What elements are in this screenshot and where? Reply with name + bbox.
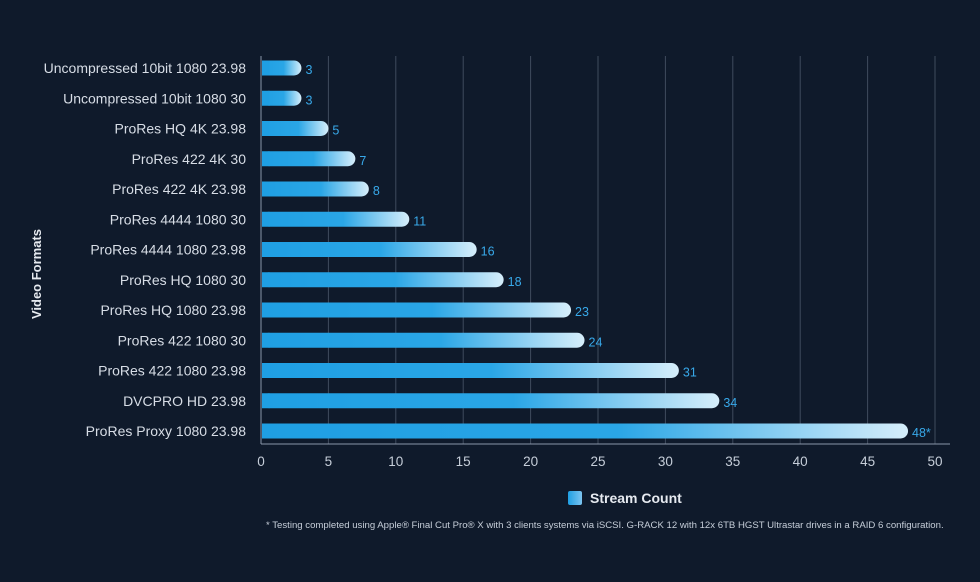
value-label: 24 — [589, 335, 603, 349]
y-axis-label: Video Formats — [29, 229, 44, 319]
bar — [262, 242, 477, 257]
value-label: 31 — [683, 366, 697, 380]
legend-swatch — [568, 491, 582, 505]
x-tick-labels: 0 5 10 15 20 25 30 35 40 45 50 — [257, 454, 942, 469]
bar — [262, 121, 329, 136]
bar-base — [262, 272, 270, 288]
x-tick-label: 45 — [860, 454, 875, 469]
category-label: ProRes 422 4K 30 — [132, 151, 247, 167]
x-tick-label: 30 — [658, 454, 673, 469]
bars — [262, 60, 909, 439]
value-label: 48* — [912, 426, 931, 440]
x-tick-label: 25 — [590, 454, 605, 469]
bar — [262, 423, 909, 439]
gridlines — [260, 56, 950, 445]
category-label: Uncompressed 10bit 1080 23.98 — [44, 60, 247, 76]
bar — [262, 363, 679, 378]
x-tick-label: 40 — [793, 454, 808, 469]
value-label: 8 — [373, 184, 380, 198]
value-label: 3 — [305, 93, 312, 107]
bar — [262, 272, 504, 288]
x-tick-label: 0 — [257, 454, 265, 469]
bar-base — [262, 393, 270, 409]
value-label: 34 — [723, 396, 737, 410]
bar — [262, 90, 302, 106]
footnote: * Testing completed using Apple® Final C… — [266, 520, 944, 531]
category-label: ProRes 4444 1080 23.98 — [90, 242, 246, 258]
bar-base — [262, 151, 270, 167]
category-label: DVCPRO HD 23.98 — [123, 393, 246, 409]
bar — [262, 302, 572, 318]
bar — [262, 181, 369, 197]
value-label: 23 — [575, 305, 589, 319]
legend: Stream Count — [568, 490, 682, 506]
bar-base — [262, 363, 270, 378]
value-label: 16 — [481, 245, 495, 259]
bar — [262, 60, 302, 76]
category-label: Uncompressed 10bit 1080 30 — [63, 90, 246, 106]
category-label: ProRes HQ 1080 30 — [120, 272, 246, 288]
bar-base — [262, 181, 270, 197]
bar — [262, 151, 356, 167]
value-label: 3 — [305, 63, 312, 77]
category-labels: Uncompressed 10bit 1080 23.98 Uncompresse… — [44, 60, 247, 439]
x-tick-label: 15 — [456, 454, 471, 469]
x-tick-label: 5 — [325, 454, 333, 469]
legend-label: Stream Count — [590, 490, 682, 506]
value-label: 5 — [332, 124, 339, 138]
x-tick-label: 50 — [927, 454, 942, 469]
category-label: ProRes HQ 1080 23.98 — [100, 302, 246, 318]
bar-base — [262, 211, 270, 227]
category-label: ProRes 422 4K 23.98 — [112, 181, 246, 197]
bar — [262, 211, 410, 227]
bar — [262, 332, 585, 348]
category-label: ProRes 4444 1080 30 — [110, 211, 246, 227]
bar-base — [262, 423, 270, 439]
category-label: ProRes 422 1080 30 — [118, 332, 247, 348]
bar-base — [262, 60, 270, 76]
value-label: 11 — [413, 214, 426, 228]
category-label: ProRes HQ 4K 23.98 — [114, 121, 246, 137]
x-tick-label: 10 — [388, 454, 403, 469]
bar-base — [262, 121, 270, 136]
value-label: 18 — [508, 275, 522, 289]
category-label: ProRes Proxy 1080 23.98 — [86, 423, 247, 439]
category-label: ProRes 422 1080 23.98 — [98, 363, 246, 379]
bar-base — [262, 242, 270, 257]
x-tick-label: 35 — [725, 454, 740, 469]
bar-base — [262, 302, 270, 318]
bar — [262, 393, 720, 409]
x-tick-label: 20 — [523, 454, 538, 469]
bar-base — [262, 332, 270, 348]
bar-base — [262, 90, 270, 106]
value-labels: 3 3 5 7 8 11 16 18 23 24 31 34 48* — [305, 63, 931, 440]
value-label: 7 — [359, 154, 366, 168]
